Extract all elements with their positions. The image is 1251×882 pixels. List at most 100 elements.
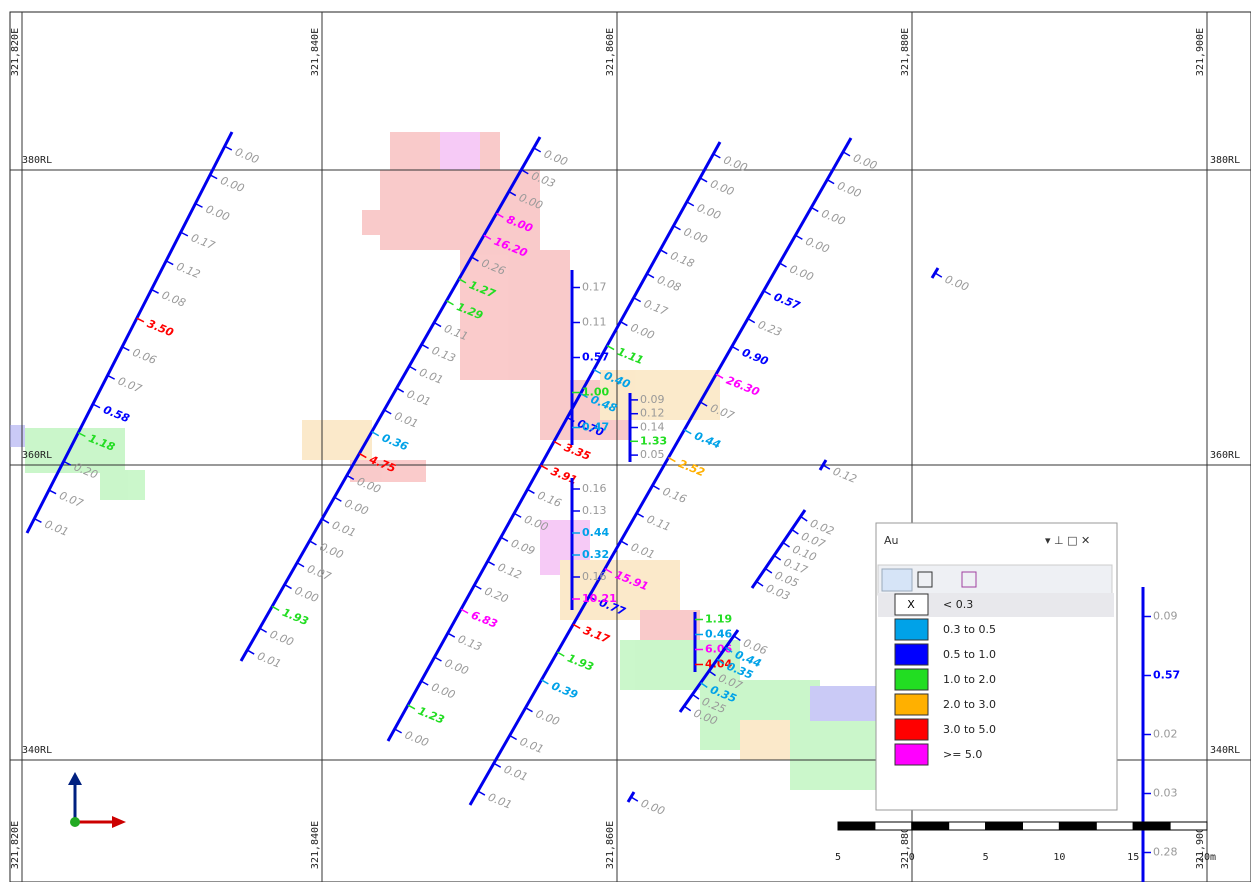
swatch	[894, 668, 929, 691]
assay-tick	[209, 174, 218, 180]
assay-label: 0.03	[1153, 787, 1178, 800]
assay-tick	[371, 431, 380, 437]
assay-tick	[604, 568, 613, 574]
scale-segment	[985, 821, 1023, 831]
easting-label: 321,900E	[1195, 821, 1206, 869]
assay-tick	[473, 584, 482, 590]
assay-tick	[520, 169, 529, 175]
assay-tick	[541, 679, 549, 685]
toolbar-button[interactable]	[961, 571, 977, 588]
scale-segment	[1022, 821, 1060, 831]
easting-label: 321,840E	[310, 28, 321, 76]
swatch-symbol: X	[907, 598, 915, 611]
rl-label: 380RL	[22, 155, 52, 166]
easting-label: 321,860E	[605, 28, 616, 76]
scale-segment	[911, 821, 950, 831]
assay-tick	[810, 206, 819, 213]
assay-tick	[934, 272, 943, 278]
legend-panel: Au ▾ ⊥ □ ✕ X < 0.3 0.3 to 0.5 0.5 to 1.0 1.0 t…	[875, 522, 1118, 811]
assay-tick	[533, 147, 542, 153]
assay-tick	[822, 464, 831, 470]
assay-tick	[606, 345, 615, 351]
assay-tick	[407, 704, 416, 710]
assay-tick	[731, 345, 740, 352]
assay-tick	[396, 387, 405, 393]
swatch	[894, 643, 929, 666]
assay-tick	[246, 649, 255, 655]
drillhole	[468, 137, 853, 806]
assay-tick	[686, 201, 695, 207]
legend-label: 3.0 to 5.0	[943, 723, 996, 736]
assay-tick	[446, 300, 454, 306]
toolbar-button[interactable]	[917, 571, 933, 588]
assay-tick	[284, 583, 292, 590]
assay-tick	[321, 518, 330, 524]
assay-tick	[800, 515, 808, 522]
assay-tick	[496, 212, 504, 219]
assay-tick	[121, 346, 130, 352]
assay-tick	[588, 595, 597, 602]
assay-tick	[633, 297, 642, 303]
assay-tick	[773, 554, 782, 561]
assay-label: 0.09	[1153, 610, 1178, 623]
assay-tick	[447, 632, 456, 638]
scale-segment	[874, 821, 913, 831]
assay-tick	[151, 288, 159, 294]
panel-title: Au	[884, 534, 899, 547]
assay-tick	[683, 429, 692, 435]
assay-tick	[420, 680, 429, 686]
easting-label: 321,880E	[900, 821, 911, 869]
scale-label: 0	[909, 852, 915, 863]
assay-tick	[408, 365, 417, 371]
rl-label: 380RL	[1210, 155, 1240, 166]
assay-tick	[652, 484, 660, 491]
assay-tick	[620, 321, 628, 327]
assay-tick	[715, 373, 724, 379]
assay-tick	[271, 605, 280, 612]
assay-tick	[842, 151, 851, 157]
assay-tick	[747, 317, 756, 324]
panel-buttons: ▾ ⊥ □ ✕	[1045, 534, 1090, 547]
scale-label: 10	[1053, 852, 1065, 863]
assay-tick	[477, 790, 486, 796]
scale-label: 5	[835, 852, 841, 863]
assay-tick	[782, 541, 790, 548]
assay-tick	[659, 249, 668, 255]
assay-tick	[764, 567, 773, 574]
assay-tick	[513, 512, 522, 518]
assay-tick	[33, 518, 42, 523]
assay-label: 0.02	[1153, 728, 1178, 741]
assay-tick	[525, 707, 533, 713]
scale-segment	[1169, 821, 1208, 831]
assay-tick	[296, 562, 305, 568]
assay-tick	[383, 409, 392, 415]
toolbar	[877, 564, 1113, 596]
assay-label: 1.19	[705, 613, 732, 626]
legend-label: < 0.3	[943, 598, 973, 611]
assay-label: 0.13	[582, 504, 607, 517]
assay-label: 0.11	[582, 316, 607, 329]
assay-label: 0.09	[640, 393, 665, 406]
assay-tick	[700, 682, 708, 688]
assay-tick	[224, 145, 233, 151]
assay-tick	[63, 460, 72, 466]
toolbar-button[interactable]	[881, 568, 913, 592]
assay-tick	[421, 343, 429, 350]
assay-tick	[716, 658, 725, 665]
legend-label: 1.0 to 2.0	[943, 673, 996, 686]
assay-tick	[630, 796, 639, 802]
assay-tick	[646, 273, 655, 279]
swatch	[894, 718, 929, 741]
assay-tick	[48, 489, 57, 495]
easting-label: 321,820E	[10, 821, 21, 869]
assay-tick	[195, 202, 203, 208]
assay-tick	[500, 536, 509, 542]
assay-label: 0.47	[582, 421, 609, 434]
scale-segment	[1095, 821, 1134, 831]
assay-label: 0.57	[582, 351, 609, 364]
assay-tick	[826, 179, 835, 185]
block-model	[10, 132, 880, 790]
drillhole	[750, 509, 807, 589]
assay-tick	[699, 401, 708, 407]
